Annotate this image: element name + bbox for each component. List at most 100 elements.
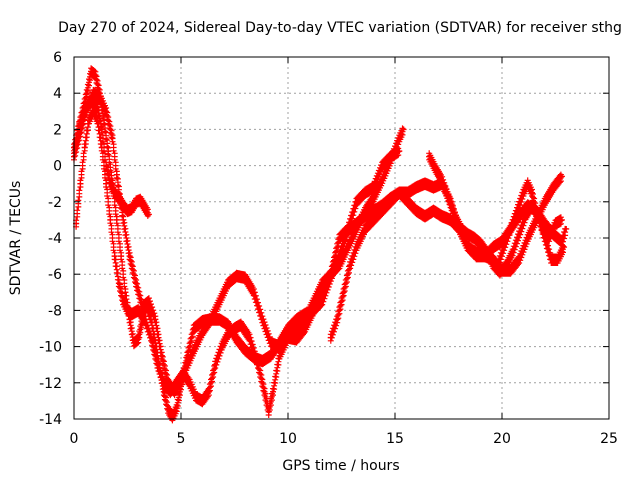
data-point [528,189,535,196]
data-point [233,273,240,280]
data-point [92,72,99,79]
data-point [242,274,249,281]
data-point [362,189,369,196]
data-point [413,207,420,214]
series-markers [494,177,564,272]
data-point [285,334,291,341]
data-point [88,97,95,104]
data-point [199,318,206,325]
data-point [118,253,125,260]
data-point [173,379,180,386]
data-point [546,235,553,241]
data-point [141,316,148,323]
data-point [259,316,266,323]
data-point [130,339,137,346]
data-point [471,235,478,241]
data-point [265,408,272,415]
data-point [293,316,300,323]
data-point [522,213,529,220]
data-point [246,334,253,341]
data-point [237,321,244,328]
data-point [81,144,88,151]
data-point [353,225,360,232]
data-point [484,249,491,256]
data-point [276,352,283,359]
data-point [180,370,187,377]
data-point [165,406,172,413]
data-point [81,108,88,115]
data-point [558,238,565,245]
y-tick-label: 2 [53,122,62,138]
data-point [473,249,480,256]
data-point [120,202,127,209]
x-tick-label: 20 [493,431,511,447]
data-point [186,379,193,386]
data-point [83,90,90,97]
data-point [524,235,531,241]
data-point [451,213,458,220]
data-point [111,253,118,260]
data-point [90,90,97,97]
data-point [98,126,105,133]
data-point [205,388,212,395]
data-point [445,195,452,202]
y-tick-label: -8 [48,303,62,319]
data-point [270,388,277,395]
data-point [133,198,140,205]
data-point [550,184,557,191]
series-track-3 [73,105,403,418]
data-point [554,256,561,263]
data-point [124,307,131,314]
data-point [103,162,110,169]
data-point [113,171,120,178]
data-point [261,388,268,395]
data-point [190,325,197,332]
data-point [225,321,232,328]
data-point [160,379,167,386]
data-point [107,216,114,223]
data-point [548,256,555,263]
data-point [396,189,403,196]
data-point [334,316,341,323]
series-track-6 [426,150,568,279]
data-point [432,166,439,173]
data-point [310,307,317,314]
data-point [233,336,240,343]
data-point [533,207,540,214]
data-point [231,325,238,332]
data-point [302,325,309,332]
data-point [107,180,114,187]
data-point [379,162,386,169]
data-point [145,211,152,218]
data-point [353,198,360,205]
data-point [516,231,523,238]
data-point [250,289,257,296]
data-point [218,343,225,350]
data-point [113,216,120,223]
data-point [501,244,508,251]
data-point [541,198,548,205]
data-point [370,195,377,202]
x-tick-label: 5 [177,431,186,447]
data-point [477,240,484,247]
x-tick-label: 15 [386,431,404,447]
data-point [212,361,219,368]
data-point [88,68,95,75]
data-point [184,361,191,368]
data-point [327,334,334,341]
data-point [137,196,144,203]
data-point [561,244,568,251]
data-point [111,189,118,196]
series-markers [71,86,406,399]
y-tick-label: 6 [53,50,62,66]
data-point [148,334,155,341]
data-point [464,231,471,238]
data-point [439,177,446,184]
data-point [158,352,165,359]
data-point [387,198,394,205]
data-point [77,180,84,187]
data-point [115,195,122,202]
data-point [94,104,101,111]
data-point [458,225,465,232]
